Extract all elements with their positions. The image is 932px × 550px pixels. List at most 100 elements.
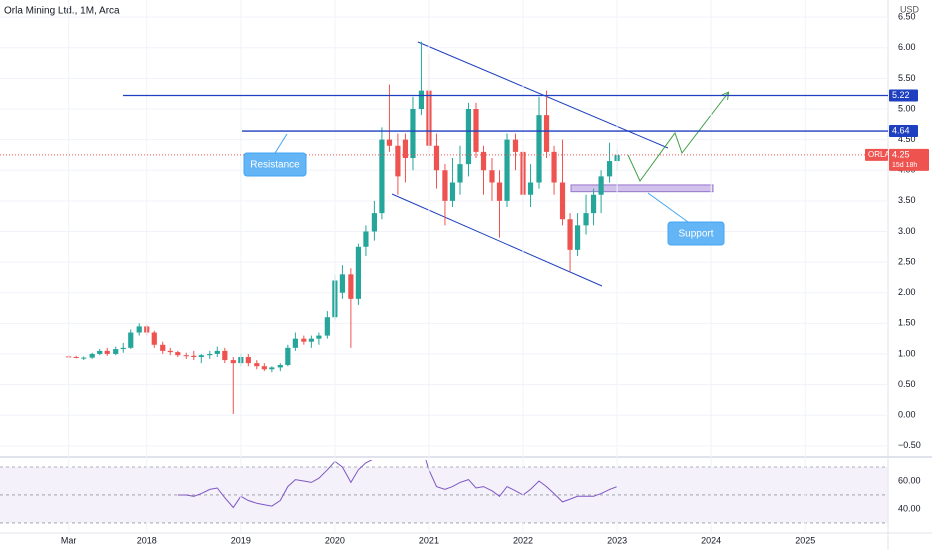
y-tick-label: 0.50 [898, 379, 916, 389]
price-label-box [889, 89, 918, 102]
y-tick-label: 5.00 [898, 103, 916, 113]
candle-body [395, 145, 401, 177]
candle-body [598, 176, 604, 195]
symbol-label: ORLA [868, 150, 890, 159]
x-tick-label: 2021 [419, 535, 439, 545]
y-tick-label: 2.00 [898, 287, 916, 297]
candle-body [402, 139, 409, 158]
candle-body [606, 161, 613, 177]
candle-body [316, 335, 322, 339]
candle-body [97, 350, 103, 354]
y-tick-label: 5.50 [898, 73, 916, 83]
candle-body [207, 353, 213, 356]
candle-body [89, 353, 95, 358]
candle-body [583, 213, 589, 226]
x-tick-label: Mar [61, 535, 77, 545]
candle-body [167, 350, 173, 353]
candle-body [128, 332, 134, 348]
x-tick-label: 2019 [231, 535, 251, 545]
candle-body [214, 350, 220, 354]
x-tick-label: 2022 [513, 535, 533, 545]
candle-body [222, 350, 228, 361]
candle-body [308, 338, 314, 342]
y-tick-label: −0.50 [898, 440, 921, 450]
candle-body [175, 352, 181, 356]
y-tick-label: 3.00 [898, 226, 916, 236]
candle-body [292, 338, 298, 348]
x-tick-label: 2018 [137, 535, 157, 545]
candle-body [183, 355, 189, 357]
x-tick-label: 2020 [325, 535, 345, 545]
x-tick-label: 2024 [701, 535, 721, 545]
candle-body [104, 350, 110, 354]
annotation: Support [678, 229, 713, 240]
candle-body [574, 225, 581, 250]
callout-arrow [274, 133, 288, 154]
candle-body [449, 182, 456, 201]
candle-body [277, 364, 283, 368]
candle-body [379, 139, 385, 214]
candle-body [512, 139, 519, 152]
projection-path [627, 93, 728, 182]
candle-body [151, 332, 157, 345]
rsi-pane [0, 460, 888, 524]
main-pane [0, 16, 888, 447]
candle-body [339, 274, 346, 293]
price-label: 4.64 [892, 125, 910, 135]
candle-body [285, 347, 291, 365]
candle-body [81, 357, 87, 359]
candle-body [363, 231, 369, 247]
candle-body [120, 347, 126, 350]
candle-body [113, 349, 119, 354]
rsi-line [177, 460, 618, 509]
candle-body [191, 355, 197, 358]
candle-body [245, 357, 251, 364]
y-tick-label: 3.50 [898, 195, 916, 205]
y-tick-label: 60.00 [898, 475, 921, 485]
y-tick-label: 6.50 [898, 12, 916, 22]
candle-body [527, 182, 534, 195]
y-tick-label: 6.00 [898, 42, 916, 52]
annotation: Resistance [250, 160, 300, 171]
price-label: 5.22 [892, 90, 910, 100]
symbol-box [865, 148, 888, 161]
callout-box [667, 221, 725, 246]
x-tick-label: 2025 [795, 535, 815, 545]
countdown-label: 15d 18h [892, 162, 917, 169]
candle-body [386, 139, 393, 146]
candle-body [418, 90, 425, 110]
y-tick-label: 1.00 [898, 348, 916, 358]
candle-body [348, 274, 354, 299]
candle-body [504, 139, 510, 201]
callout-box [243, 152, 307, 177]
x-tick-label: 2023 [607, 535, 627, 545]
candle-body [442, 170, 448, 201]
candle-body [559, 182, 566, 220]
price-label-box [889, 125, 918, 138]
candle-body [590, 194, 597, 214]
y-tick-label: 0.00 [898, 410, 916, 420]
candle-body [465, 109, 472, 165]
candle-body [489, 170, 495, 183]
y-tick-label: 2.50 [898, 256, 916, 266]
last-price-label: 4.25 [892, 149, 910, 159]
candle-body [230, 360, 236, 364]
candle-body [254, 363, 260, 367]
support-zone [570, 184, 714, 193]
candle-body [536, 115, 542, 183]
candle-body [410, 109, 416, 158]
chart-title: Orla Mining Ltd., 1M, Arca [4, 6, 120, 17]
candle-body [136, 326, 142, 333]
candle-body [551, 151, 557, 183]
trendline [391, 193, 603, 287]
y-tick-label: 40.00 [898, 503, 921, 513]
callout-arrow [647, 192, 689, 223]
candle-body [160, 344, 166, 351]
currency: USD [900, 4, 920, 14]
candle-body [269, 367, 275, 370]
candle-body [371, 213, 377, 232]
candle-body [567, 219, 573, 250]
candle-body [543, 115, 550, 152]
